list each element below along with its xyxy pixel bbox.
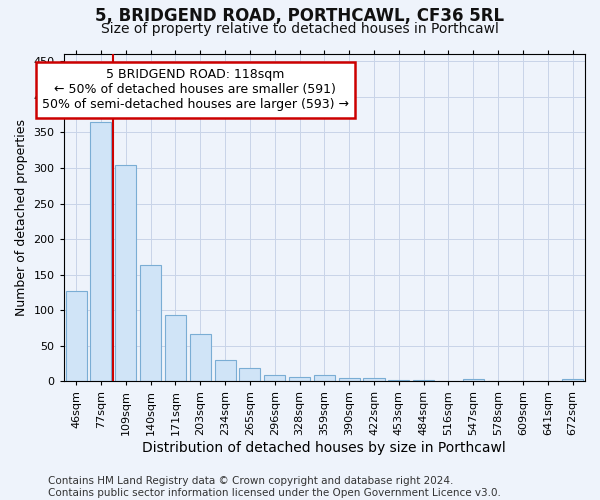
Text: Contains HM Land Registry data © Crown copyright and database right 2024.
Contai: Contains HM Land Registry data © Crown c… — [48, 476, 501, 498]
Text: 5, BRIDGEND ROAD, PORTHCAWL, CF36 5RL: 5, BRIDGEND ROAD, PORTHCAWL, CF36 5RL — [95, 8, 505, 26]
Bar — [239, 368, 260, 382]
Bar — [338, 378, 360, 382]
Bar — [463, 379, 484, 382]
Bar — [65, 291, 86, 382]
Bar — [91, 122, 112, 382]
Bar — [413, 380, 434, 382]
Bar — [140, 264, 161, 382]
Bar — [388, 380, 409, 382]
Bar — [190, 334, 211, 382]
Text: Size of property relative to detached houses in Porthcawl: Size of property relative to detached ho… — [101, 22, 499, 36]
Bar — [314, 375, 335, 382]
Bar — [364, 378, 385, 382]
X-axis label: Distribution of detached houses by size in Porthcawl: Distribution of detached houses by size … — [142, 441, 506, 455]
Bar — [165, 315, 186, 382]
Text: 5 BRIDGEND ROAD: 118sqm
← 50% of detached houses are smaller (591)
50% of semi-d: 5 BRIDGEND ROAD: 118sqm ← 50% of detache… — [42, 68, 349, 112]
Bar — [264, 375, 285, 382]
Bar — [289, 377, 310, 382]
Bar — [562, 379, 583, 382]
Bar — [115, 165, 136, 382]
Y-axis label: Number of detached properties: Number of detached properties — [15, 119, 28, 316]
Bar — [215, 360, 236, 382]
